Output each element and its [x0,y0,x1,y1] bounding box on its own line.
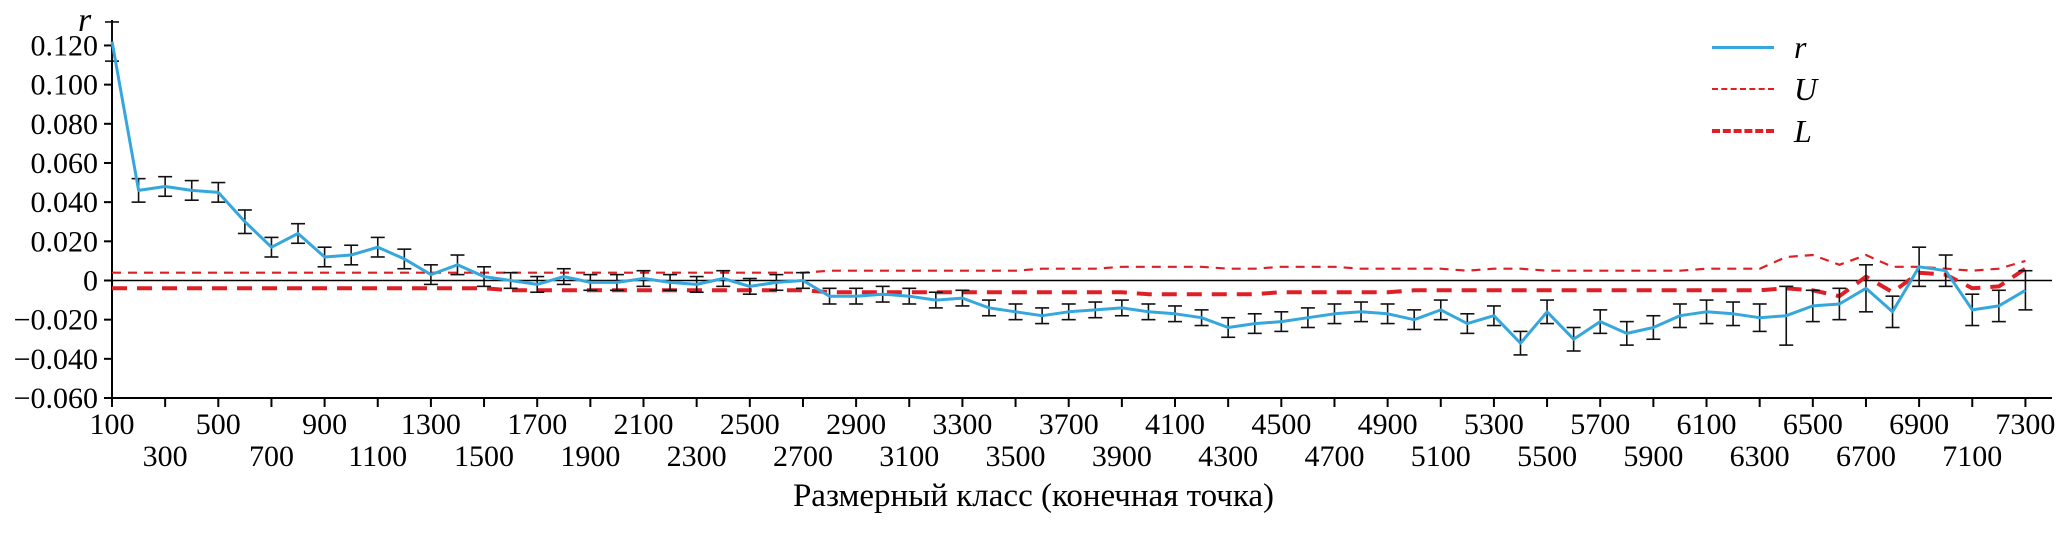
legend-item-r: r [1712,30,1817,64]
svg-text:5700: 5700 [1570,408,1630,441]
svg-text:4900: 4900 [1358,408,1418,441]
svg-text:5100: 5100 [1411,440,1471,473]
svg-text:0.120: 0.120 [31,29,99,62]
svg-text:4500: 4500 [1251,408,1311,441]
svg-text:3500: 3500 [986,440,1046,473]
svg-text:0.080: 0.080 [31,108,99,141]
legend-label-r: r [1794,29,1807,65]
svg-text:3100: 3100 [879,440,939,473]
svg-text:0.100: 0.100 [31,69,99,102]
x-axis-label: Размерный класс (конечная точка) [792,478,1275,514]
svg-text:900: 900 [302,408,347,441]
svg-text:500: 500 [196,408,241,441]
svg-text:5500: 5500 [1517,440,1577,473]
svg-text:0.060: 0.060 [31,147,99,180]
svg-text:0: 0 [83,264,98,297]
svg-text:4300: 4300 [1198,440,1258,473]
svg-text:1100: 1100 [348,440,407,473]
svg-text:2300: 2300 [667,440,727,473]
svg-text:300: 300 [143,440,188,473]
svg-text:1700: 1700 [507,408,567,441]
svg-text:−0.060: −0.060 [14,382,98,415]
svg-text:6700: 6700 [1836,440,1896,473]
svg-text:100: 100 [90,408,135,441]
svg-text:−0.040: −0.040 [14,343,98,376]
svg-text:0.020: 0.020 [31,225,99,258]
svg-text:6100: 6100 [1677,408,1737,441]
svg-text:2700: 2700 [773,440,833,473]
svg-text:2100: 2100 [614,408,674,441]
svg-text:4700: 4700 [1304,440,1364,473]
svg-text:6500: 6500 [1783,408,1843,441]
svg-text:5900: 5900 [1623,440,1683,473]
svg-text:1900: 1900 [560,440,620,473]
svg-text:2500: 2500 [720,408,780,441]
legend-label-upper-bound: U [1794,71,1818,107]
svg-text:−0.020: −0.020 [14,304,98,337]
svg-text:0.040: 0.040 [31,186,99,219]
svg-text:1500: 1500 [454,440,514,473]
legend-swatch-r [1712,45,1774,49]
svg-text:1300: 1300 [401,408,461,441]
legend-label-lower-bound: L [1794,113,1812,149]
y-axis-title: r [78,2,92,39]
legend-swatch-L [1712,129,1774,133]
svg-text:2900: 2900 [826,408,886,441]
svg-text:6300: 6300 [1730,440,1790,473]
svg-text:3700: 3700 [1039,408,1099,441]
svg-text:3300: 3300 [932,408,992,441]
svg-text:3900: 3900 [1092,440,1152,473]
svg-text:7300: 7300 [1995,408,2055,441]
svg-text:6900: 6900 [1889,408,1949,441]
svg-text:4100: 4100 [1145,408,1205,441]
legend-swatch-U [1712,88,1774,90]
svg-text:7100: 7100 [1942,440,2002,473]
legend-item-upper-bound: U [1712,72,1817,106]
svg-text:5300: 5300 [1464,408,1524,441]
legend-item-lower-bound: L [1712,114,1817,148]
svg-text:700: 700 [249,440,294,473]
legend: r U L [1712,30,1817,148]
